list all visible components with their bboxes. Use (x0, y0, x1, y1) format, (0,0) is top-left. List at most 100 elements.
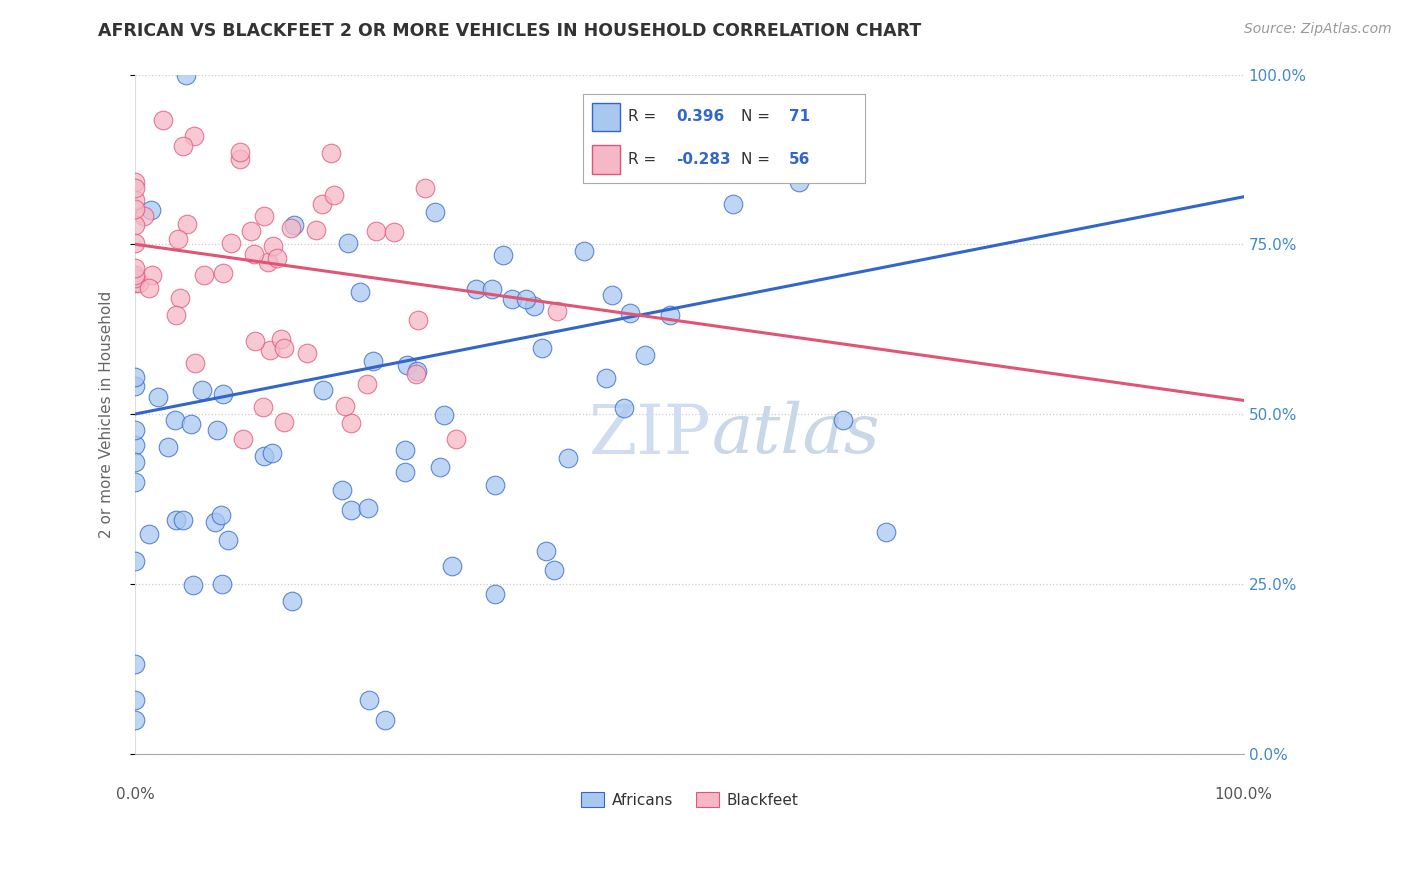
Point (465, 282, 488, 296)
Point (312, 383, 335, 397)
Point (515, 292, 537, 306)
Text: AFRICAN VS BLACKFEET 2 OR MORE VEHICLES IN HOUSEHOLD CORRELATION CHART: AFRICAN VS BLACKFEET 2 OR MORE VEHICLES … (98, 22, 922, 40)
Point (124, 202, 146, 217)
Point (543, 563, 565, 577)
Text: 100.0%: 100.0% (1215, 788, 1272, 803)
Point (396, 359, 419, 373)
Point (721, 197, 744, 211)
Point (181, 578, 204, 592)
Point (425, 205, 447, 219)
Point (283, 219, 305, 233)
Point (124, 423, 146, 437)
Point (124, 218, 146, 232)
Point (128, 276, 150, 290)
Point (174, 68, 197, 82)
Point (266, 251, 288, 265)
Point (659, 308, 682, 322)
Point (139, 202, 162, 217)
Point (124, 268, 146, 282)
Point (256, 254, 278, 268)
Point (273, 341, 295, 355)
Point (633, 348, 655, 362)
Point (141, 268, 163, 282)
Point (440, 559, 463, 574)
Text: 0.396: 0.396 (676, 110, 724, 124)
Point (429, 459, 451, 474)
Point (262, 238, 284, 252)
Point (433, 408, 456, 422)
Point (232, 432, 254, 446)
Point (349, 285, 371, 299)
Point (183, 128, 205, 143)
Point (259, 343, 281, 357)
Point (132, 209, 155, 223)
Point (262, 446, 284, 460)
Point (124, 378, 146, 392)
Point (534, 544, 557, 558)
Point (357, 693, 380, 707)
Point (305, 223, 328, 237)
FancyBboxPatch shape (592, 103, 620, 131)
Point (481, 282, 503, 296)
Point (138, 281, 160, 295)
Point (124, 260, 146, 275)
Point (394, 442, 416, 457)
Point (253, 450, 276, 464)
Point (176, 218, 198, 232)
Text: -0.283: -0.283 (676, 153, 731, 167)
Point (406, 313, 429, 327)
Point (270, 332, 292, 346)
Point (228, 153, 250, 167)
Point (205, 423, 228, 437)
Point (217, 533, 239, 547)
Point (501, 292, 523, 306)
Point (252, 401, 274, 415)
Point (169, 291, 191, 305)
Text: atlas: atlas (711, 401, 880, 467)
Point (557, 451, 579, 466)
Point (172, 513, 194, 527)
Point (124, 693, 146, 707)
Point (322, 187, 344, 202)
Legend: Africans, Blackfeet: Africans, Blackfeet (575, 786, 804, 814)
Point (212, 266, 235, 280)
Point (183, 356, 205, 370)
Point (364, 224, 387, 238)
Point (124, 235, 146, 250)
Point (146, 390, 169, 404)
Point (484, 477, 506, 491)
Point (204, 515, 226, 529)
Text: ZIP: ZIP (589, 401, 711, 467)
Point (321, 146, 343, 161)
Point (413, 180, 436, 194)
Point (600, 288, 623, 302)
Point (333, 399, 356, 413)
Point (357, 501, 380, 516)
Point (156, 440, 179, 454)
Point (619, 306, 641, 320)
Point (546, 304, 568, 318)
FancyBboxPatch shape (592, 145, 620, 174)
Point (340, 416, 363, 430)
Point (209, 508, 232, 523)
Point (373, 713, 395, 727)
Point (193, 268, 215, 282)
Point (165, 308, 187, 322)
Point (212, 387, 235, 401)
Point (875, 524, 897, 539)
Point (165, 513, 187, 527)
Point (339, 503, 361, 517)
Y-axis label: 2 or more Vehicles in Household: 2 or more Vehicles in Household (100, 291, 114, 538)
Point (280, 594, 302, 608)
Point (574, 244, 596, 258)
Point (356, 377, 378, 392)
Point (166, 232, 188, 246)
Point (124, 193, 146, 207)
Point (382, 225, 405, 239)
Point (405, 364, 427, 378)
Point (229, 145, 252, 159)
Point (124, 554, 146, 568)
Point (124, 270, 146, 285)
Text: R =: R = (628, 110, 662, 124)
Point (124, 657, 146, 671)
